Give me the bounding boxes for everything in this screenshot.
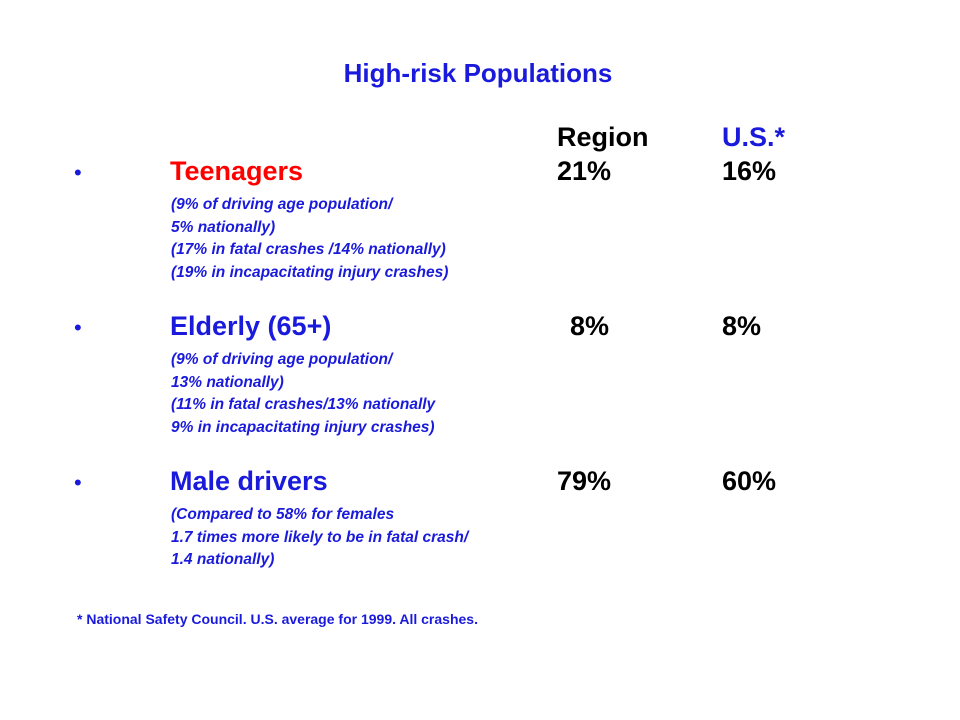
region-value: 21% <box>557 156 612 186</box>
item-note: 1.7 times more likely to be in fatal cra… <box>171 528 469 546</box>
bullet: • <box>74 160 82 185</box>
footnote: * National Safety Council. U.S. average … <box>77 611 478 627</box>
item-label: Elderly (65+) <box>170 311 332 341</box>
bullet: • <box>74 470 82 495</box>
item-note: (Compared to 58% for females <box>171 506 395 523</box>
us-value: 60% <box>722 466 777 496</box>
us-value: 8% <box>722 311 762 341</box>
bullet: • <box>74 315 82 340</box>
us-value: 16% <box>722 156 777 186</box>
column-header: U.S.* <box>722 122 786 152</box>
region-value: 79% <box>557 466 612 496</box>
item-note: (19% in incapacitating injury crashes) <box>171 263 449 281</box>
item-note: (11% in fatal crashes/13% nationally <box>171 396 436 414</box>
column-header: Region <box>557 122 649 152</box>
region-value: 8% <box>570 311 610 341</box>
item-note: 9% in incapacitating injury crashes) <box>171 418 435 436</box>
item-label: Teenagers <box>170 156 304 186</box>
item-note: 5% nationally) <box>171 218 276 236</box>
item-note: (9% of driving age population/ <box>171 351 393 368</box>
item-note: 1.4 nationally) <box>171 551 275 569</box>
item-note: 13% nationally) <box>171 373 284 391</box>
item-label: Male drivers <box>170 466 328 496</box>
item-note: (17% in fatal crashes /14% nationally) <box>171 241 446 259</box>
slide-title: High-risk Populations <box>343 58 613 88</box>
item-note: (9% of driving age population/ <box>171 196 393 213</box>
